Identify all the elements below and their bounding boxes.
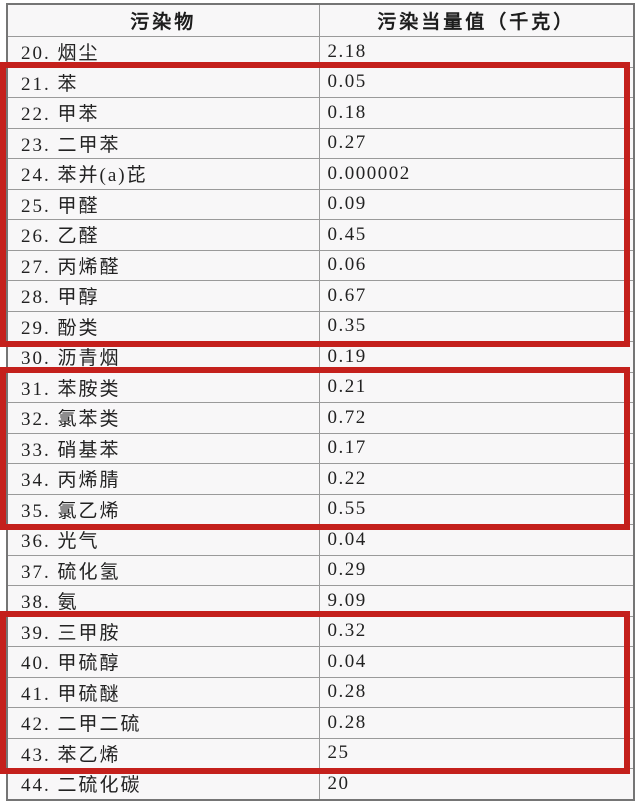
- table-row: 43. 苯乙烯 25: [6, 737, 635, 769]
- table-row: 33. 硝基苯 0.17: [6, 432, 635, 464]
- table-row: 25. 甲醛 0.09: [6, 188, 635, 220]
- pollutant-cell: 24. 苯并(a)芘: [6, 158, 320, 190]
- value-cell: 0.45: [318, 219, 635, 251]
- column-header-pollutant: 污染物: [6, 3, 320, 37]
- table-row: 27. 丙烯醛 0.06: [6, 249, 635, 281]
- table-row: 38. 氨 9.09: [6, 585, 635, 617]
- pollutant-cell: 37. 硫化氢: [6, 554, 320, 586]
- value-cell: 20: [318, 768, 635, 800]
- value-cell: 0.72: [318, 402, 635, 434]
- value-cell: 0.55: [318, 493, 635, 525]
- value-cell: 0.18: [318, 97, 635, 129]
- table-row: 34. 丙烯腈 0.22: [6, 463, 635, 495]
- value-cell: 0.27: [318, 127, 635, 159]
- pollutant-cell: 25. 甲醛: [6, 188, 320, 220]
- table-row: 24. 苯并(a)芘 0.000002: [6, 158, 635, 190]
- value-cell: 0.67: [318, 280, 635, 312]
- pollutant-cell: 36. 光气: [6, 524, 320, 556]
- pollutant-cell: 20. 烟尘: [6, 36, 320, 68]
- table-body: 20. 烟尘 2.18 21. 苯 0.05 22. 甲苯 0.18 23. 二…: [6, 36, 635, 800]
- value-cell: 0.04: [318, 524, 635, 556]
- pollutant-cell: 44. 二硫化碳: [6, 768, 320, 800]
- value-cell: 0.28: [318, 707, 635, 739]
- pollutant-cell: 22. 甲苯: [6, 97, 320, 129]
- value-cell: 0.28: [318, 676, 635, 708]
- value-cell: 0.32: [318, 615, 635, 647]
- value-cell: 9.09: [318, 585, 635, 617]
- pollutant-cell: 41. 甲硫醚: [6, 676, 320, 708]
- pollutant-cell: 33. 硝基苯: [6, 432, 320, 464]
- pollutant-cell: 39. 三甲胺: [6, 615, 320, 647]
- value-cell: 0.06: [318, 249, 635, 281]
- table-row: 32. 氯苯类 0.72: [6, 402, 635, 434]
- table-row: 39. 三甲胺 0.32: [6, 615, 635, 647]
- value-cell: 2.18: [318, 36, 635, 68]
- value-cell: 0.19: [318, 341, 635, 373]
- pollutant-cell: 38. 氨: [6, 585, 320, 617]
- pollutant-cell: 42. 二甲二硫: [6, 707, 320, 739]
- value-cell: 0.17: [318, 432, 635, 464]
- pollutant-cell: 43. 苯乙烯: [6, 737, 320, 769]
- pollutant-cell: 27. 丙烯醛: [6, 249, 320, 281]
- pollutant-cell: 30. 沥青烟: [6, 341, 320, 373]
- value-cell: 25: [318, 737, 635, 769]
- value-cell: 0.35: [318, 310, 635, 342]
- pollutant-cell: 21. 苯: [6, 66, 320, 98]
- value-cell: 0.09: [318, 188, 635, 220]
- pollutant-cell: 29. 酚类: [6, 310, 320, 342]
- value-cell: 0.29: [318, 554, 635, 586]
- pollutant-cell: 34. 丙烯腈: [6, 463, 320, 495]
- value-cell: 0.21: [318, 371, 635, 403]
- table-row: 36. 光气 0.04: [6, 524, 635, 556]
- table-row: 31. 苯胺类 0.21: [6, 371, 635, 403]
- value-cell: 0.22: [318, 463, 635, 495]
- table-row: 35. 氯乙烯 0.55: [6, 493, 635, 525]
- value-cell: 0.04: [318, 646, 635, 678]
- pollutant-cell: 31. 苯胺类: [6, 371, 320, 403]
- table-row: 28. 甲醇 0.67: [6, 280, 635, 312]
- pollutant-cell: 26. 乙醛: [6, 219, 320, 251]
- table-row: 44. 二硫化碳 20: [6, 768, 635, 800]
- table-row: 26. 乙醛 0.45: [6, 219, 635, 251]
- value-cell: 0.05: [318, 66, 635, 98]
- table-row: 23. 二甲苯 0.27: [6, 127, 635, 159]
- pollutant-cell: 35. 氯乙烯: [6, 493, 320, 525]
- table-row: 22. 甲苯 0.18: [6, 97, 635, 129]
- pollutant-equivalent-table: 污染物 污染当量值（千克） 20. 烟尘 2.18 21. 苯 0.05 22.…: [6, 3, 635, 801]
- header-row: 污染物 污染当量值（千克）: [6, 3, 635, 37]
- pollutant-cell: 40. 甲硫醇: [6, 646, 320, 678]
- pollutant-cell: 23. 二甲苯: [6, 127, 320, 159]
- table-row: 21. 苯 0.05: [6, 66, 635, 98]
- table-row: 41. 甲硫醚 0.28: [6, 676, 635, 708]
- table-row: 37. 硫化氢 0.29: [6, 554, 635, 586]
- table-row: 29. 酚类 0.35: [6, 310, 635, 342]
- table-row: 20. 烟尘 2.18: [6, 36, 635, 68]
- pollutant-cell: 28. 甲醇: [6, 280, 320, 312]
- column-header-equivalent-value: 污染当量值（千克）: [318, 3, 635, 37]
- table-row: 30. 沥青烟 0.19: [6, 341, 635, 373]
- pollutant-cell: 32. 氯苯类: [6, 402, 320, 434]
- table-header: 污染物 污染当量值（千克）: [6, 3, 635, 37]
- table-row: 40. 甲硫醇 0.04: [6, 646, 635, 678]
- table-row: 42. 二甲二硫 0.28: [6, 707, 635, 739]
- value-cell: 0.000002: [318, 158, 635, 190]
